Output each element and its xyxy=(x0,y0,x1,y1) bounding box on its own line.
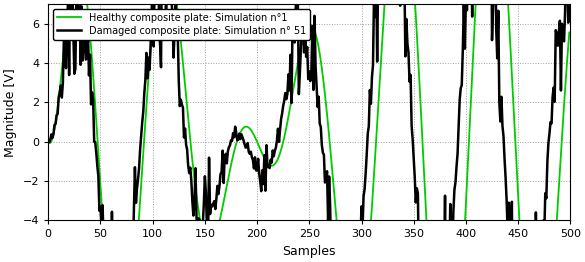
Damaged composite plate: Simulation n° 51: (489, 5.57): Simulation n° 51: (489, 5.57) xyxy=(555,31,562,34)
Damaged composite plate: Simulation n° 51: (237, 6.74): Simulation n° 51: (237, 6.74) xyxy=(292,8,299,11)
Line: Damaged composite plate: Simulation n° 51: Damaged composite plate: Simulation n° 5… xyxy=(48,0,569,262)
Y-axis label: Magnitude [V]: Magnitude [V] xyxy=(4,68,17,157)
Healthy composite plate: Simulation n°1: (237, 3.39): Simulation n°1: (237, 3.39) xyxy=(292,73,299,77)
Damaged composite plate: Simulation n° 51: (297, -4.99): Simulation n° 51: (297, -4.99) xyxy=(355,238,362,241)
Healthy composite plate: Simulation n°1: (499, 5.56): Simulation n°1: (499, 5.56) xyxy=(566,31,573,34)
Damaged composite plate: Simulation n° 51: (270, -3.34): Simulation n° 51: (270, -3.34) xyxy=(326,206,333,209)
Damaged composite plate: Simulation n° 51: (0, 0.0745): Simulation n° 51: (0, 0.0745) xyxy=(44,139,51,142)
X-axis label: Samples: Samples xyxy=(283,245,336,258)
Legend: Healthy composite plate: Simulation n°1, Damaged composite plate: Simulation n° : Healthy composite plate: Simulation n°1,… xyxy=(53,9,310,40)
Healthy composite plate: Simulation n°1: (240, 4.26): Simulation n°1: (240, 4.26) xyxy=(295,56,302,59)
Healthy composite plate: Simulation n°1: (0, -0): Simulation n°1: (0, -0) xyxy=(44,140,51,143)
Damaged composite plate: Simulation n° 51: (240, 2.42): Simulation n° 51: (240, 2.42) xyxy=(295,92,302,96)
Healthy composite plate: Simulation n°1: (270, -0.295): Simulation n°1: (270, -0.295) xyxy=(326,146,333,149)
Healthy composite plate: Simulation n°1: (489, -2.32): Simulation n°1: (489, -2.32) xyxy=(555,185,562,189)
Line: Healthy composite plate: Simulation n°1: Healthy composite plate: Simulation n°1 xyxy=(48,0,569,262)
